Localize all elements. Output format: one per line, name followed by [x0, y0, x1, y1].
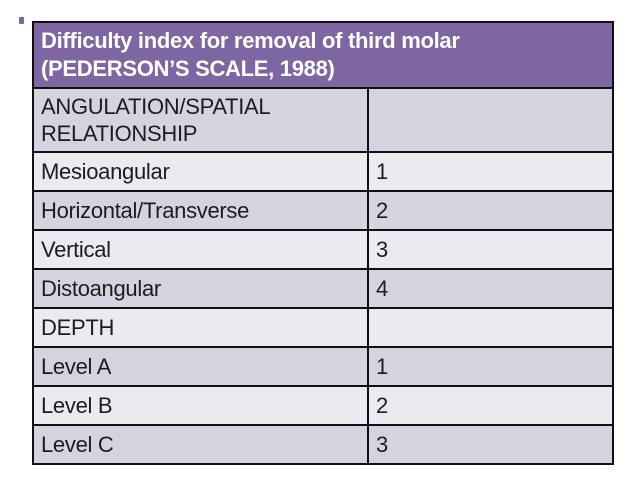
row-label: Level C — [32, 424, 369, 465]
row-value: 3 — [366, 229, 615, 270]
table-title-row: Difficulty index for removal of third mo… — [31, 21, 615, 89]
difficulty-index-table: Difficulty index for removal of third mo… — [31, 21, 615, 465]
row-value — [366, 87, 615, 153]
row-value — [366, 307, 615, 348]
table-row: ANGULATION/SPATIAL RELATIONSHIP — [32, 87, 615, 153]
table-title-line2: (PEDERSON’S SCALE, 1988) — [41, 56, 335, 81]
row-label: Horizontal/Transverse — [32, 190, 369, 231]
table-row: Level A 1 — [32, 346, 615, 387]
table-title-cell: Difficulty index for removal of third mo… — [31, 21, 615, 89]
row-value: 1 — [366, 346, 615, 387]
row-label: Mesioangular — [32, 151, 369, 192]
table-row: Mesioangular 1 — [32, 151, 615, 192]
row-label: Vertical — [32, 229, 369, 270]
table-row: Vertical 3 — [32, 229, 615, 270]
table-row: Level C 3 — [32, 424, 615, 465]
row-value: 1 — [366, 151, 615, 192]
table-row: Distoangular 4 — [32, 268, 615, 309]
table-row: Level B 2 — [32, 385, 615, 426]
decorative-speck — [19, 17, 24, 24]
row-value: 2 — [366, 385, 615, 426]
row-label: Distoangular — [32, 268, 369, 309]
row-value: 2 — [366, 190, 615, 231]
table-title-line1: Difficulty index for removal of third mo… — [41, 28, 460, 53]
table-row: Horizontal/Transverse 2 — [32, 190, 615, 231]
row-label: DEPTH — [32, 307, 369, 348]
row-value: 3 — [366, 424, 615, 465]
row-value: 4 — [366, 268, 615, 309]
row-label: ANGULATION/SPATIAL RELATIONSHIP — [32, 87, 369, 153]
row-label: Level A — [32, 346, 369, 387]
table-body: ANGULATION/SPATIAL RELATIONSHIP Mesioang… — [32, 87, 615, 465]
table-row: DEPTH — [32, 307, 615, 348]
row-label: Level B — [32, 385, 369, 426]
